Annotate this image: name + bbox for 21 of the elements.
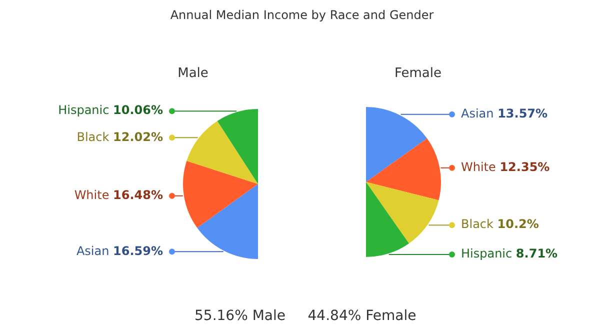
slice-label: Hispanic xyxy=(58,103,114,118)
slice-label: White xyxy=(74,188,114,202)
slice-label: Black xyxy=(76,130,114,144)
text: 55.16% Male xyxy=(194,308,286,324)
data-label: 10.06% xyxy=(113,103,164,118)
legend-label: Hispanic xyxy=(461,246,516,261)
legend-label: Black xyxy=(461,217,498,232)
legend-label: White xyxy=(461,160,500,174)
data-label: 16.59% xyxy=(113,244,164,258)
data-label: 8.71% xyxy=(516,246,558,261)
data-label: 13.57% xyxy=(498,106,548,121)
data-label: 12.35% xyxy=(500,160,550,174)
chart-subtitle: Female xyxy=(394,66,442,81)
text: 44.84% Female xyxy=(308,308,416,324)
text: Annual Median Income by Race and Gender xyxy=(170,8,434,22)
chart-subtitle: Male xyxy=(178,66,208,81)
slice-label: Asian xyxy=(76,244,114,258)
data-label: 10.2% xyxy=(497,217,539,232)
data-label: 16.48% xyxy=(113,188,164,202)
data-label: 12.02% xyxy=(113,130,164,144)
legend-label: Asian xyxy=(461,106,498,121)
